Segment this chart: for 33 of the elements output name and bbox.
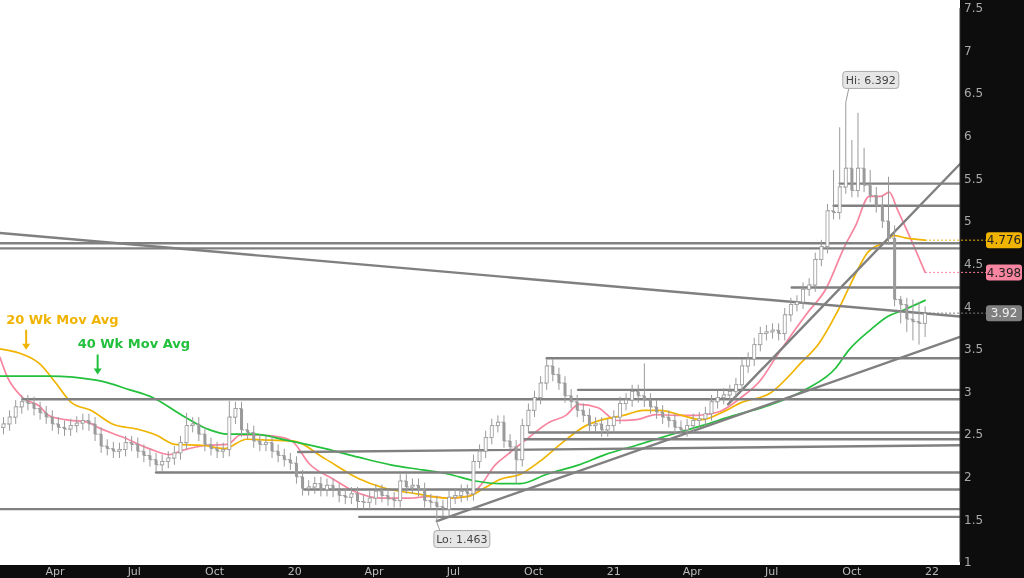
y-tick-label: 2 (964, 469, 972, 484)
y-tick-label: 5 (964, 214, 972, 229)
annotation: Hi: 6.392 (845, 73, 896, 87)
x-tick-label: 21 (606, 565, 621, 578)
y-tick-label: 7.5 (964, 1, 984, 16)
annotation: Lo: 1.463 (436, 532, 488, 546)
data-label: 4.776 (986, 233, 1022, 248)
y-tick-label: 7 (964, 43, 972, 58)
text: 40 Wk Mov Avg (77, 336, 191, 352)
y-tick-label: 4 (964, 299, 972, 314)
y-tick-label: 1 (964, 555, 972, 570)
y-tick-label: 1.5 (964, 512, 984, 527)
x-tick-label: Apr (682, 565, 703, 578)
y-tick-label: 3 (964, 384, 972, 399)
y-tick-label: 4.5 (964, 256, 984, 271)
annotation: 3.92 (990, 306, 1018, 321)
x-tick-label: Jul (126, 565, 141, 578)
x-tick-label: Oct (842, 565, 863, 578)
y-tick-label: 6 (964, 129, 972, 144)
y-tick-label: 5.5 (964, 171, 984, 186)
series-label: 20 Wk Mov Avg (6, 311, 119, 327)
x-tick-label: Jul (445, 565, 461, 578)
x-tick-label: Jul (764, 565, 779, 578)
x-tick-label: 22 (925, 565, 940, 578)
y-tick-label: 3.5 (964, 342, 984, 357)
x-tick-label: Apr (45, 565, 65, 578)
data-label: 4.398 (986, 265, 1022, 280)
y-tick-label: 6.5 (964, 86, 984, 101)
x-tick-label: 20 (287, 565, 302, 578)
y-tick-label: 2.5 (964, 427, 984, 442)
x-tick-label: Oct (524, 565, 544, 578)
x-tick-label: Apr (364, 565, 385, 578)
x-tick-label: Oct (204, 565, 225, 578)
